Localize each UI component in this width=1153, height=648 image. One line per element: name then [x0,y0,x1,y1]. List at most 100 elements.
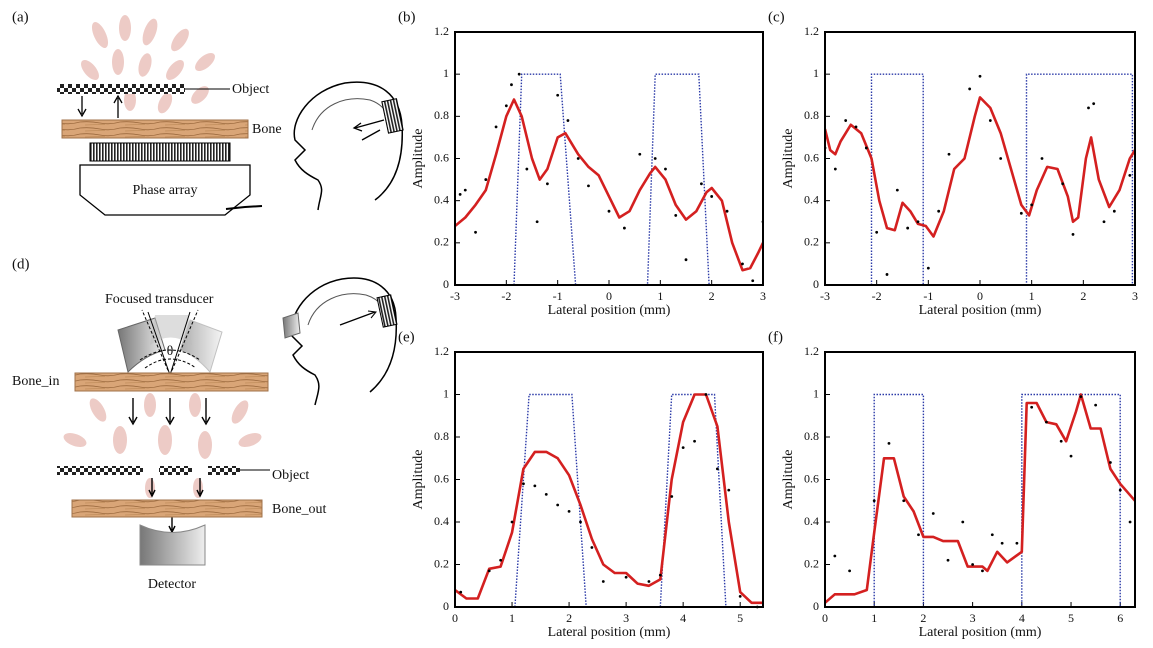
array-label: Phase array [133,183,198,198]
data-point [727,488,731,492]
data-point [458,192,462,196]
x-tick-label: 0 [822,611,828,625]
data-point [590,546,594,549]
y-tick-label: 0.2 [804,556,819,570]
panel-label: (b) [398,9,416,25]
probe [376,294,398,328]
x-tick-label: 2 [709,289,715,303]
x-axis-label: Lateral position (mm) [919,625,1042,640]
data-point [525,167,529,171]
bone-out [71,499,263,518]
data-point [981,569,984,573]
panel-label: (e) [398,329,415,345]
y-tick-label: 0.2 [434,235,449,249]
data-point [674,214,678,217]
x-axis-label: Lateral position (mm) [548,303,671,318]
data-point [916,220,920,224]
plot-frame [454,31,764,286]
angle-label: θ [167,344,174,359]
data-point [1019,211,1023,215]
chart: (b) 0 0.2 0.4 0.6 0.8 1 1.2 -3 -2 -1 0 1 2 3 Lateral po… [398,9,766,318]
array-body [79,164,251,216]
plot-area [825,393,1135,608]
bone-in [74,372,269,392]
data-point [947,152,951,156]
data-point [906,226,910,230]
data-point [1079,395,1083,399]
probe [381,98,404,134]
x-tick-label: 0 [452,611,458,625]
y-tick-label: 0.4 [434,514,449,528]
data-point [937,209,941,213]
x-tick-label: 3 [760,289,766,303]
data-point [566,119,570,122]
plot-frame [824,31,1136,286]
arrows [352,119,385,141]
y-tick-label: 0 [443,277,449,291]
y-tick-label: 0.2 [804,235,819,249]
data-point [535,220,539,224]
data-point [999,157,1003,160]
arrow-head [367,310,377,319]
data-point [875,230,879,234]
data-point [1071,233,1075,236]
data-point [710,195,714,198]
y-tick-label: 1.2 [434,344,449,358]
data-point [647,580,651,583]
y-tick-label: 0 [443,599,449,613]
data-point [961,520,965,524]
y-tick-label: 0.6 [804,471,819,485]
data-point [1128,520,1132,524]
data-point [1112,209,1116,213]
x-tick-label: -2 [872,289,882,303]
data-point [725,209,729,213]
x-tick-label: -1 [553,289,563,303]
x-tick-label: 5 [1068,611,1074,625]
wave-blobs [63,393,262,498]
data-point [693,439,696,443]
data-point [1094,403,1098,407]
y-tick-label: 0.6 [434,471,449,485]
data-point [638,152,642,156]
bone-out-label: Bone_out [272,502,327,517]
transducer-label: Focused transducer [105,292,214,307]
data-point [1059,439,1063,443]
plot-frame [454,351,764,608]
data-point [474,230,477,234]
data-point [494,125,498,129]
data-point [700,182,703,186]
data-point [1015,541,1019,545]
data-point [459,590,463,594]
data-point [854,125,858,129]
object-label: Object [232,82,269,97]
y-tick-label: 0.8 [434,108,449,122]
array-elements [89,142,231,162]
transducer [282,312,301,339]
data-point [664,167,667,171]
data-point [484,178,488,181]
data-point [624,575,628,579]
plot-area [455,72,763,286]
y-tick-label: 0.6 [434,150,449,164]
data-point [487,569,491,573]
data-point [607,209,611,213]
data-point [833,554,837,558]
data-point [738,594,742,598]
data-point [885,273,889,276]
y-tick-label: 0 [813,277,819,291]
data-point [658,573,662,577]
wave-blobs [81,15,215,114]
data-point [1092,102,1096,106]
data-point [864,146,868,150]
data-point [653,157,657,160]
data-point [1102,220,1106,224]
x-tick-label: 2 [1080,289,1086,303]
data-point [601,580,605,583]
y-tick-label: 1 [813,66,819,80]
data-point [751,279,755,283]
data-point [1030,405,1034,409]
data-point [1118,488,1122,492]
data-point [546,182,549,186]
